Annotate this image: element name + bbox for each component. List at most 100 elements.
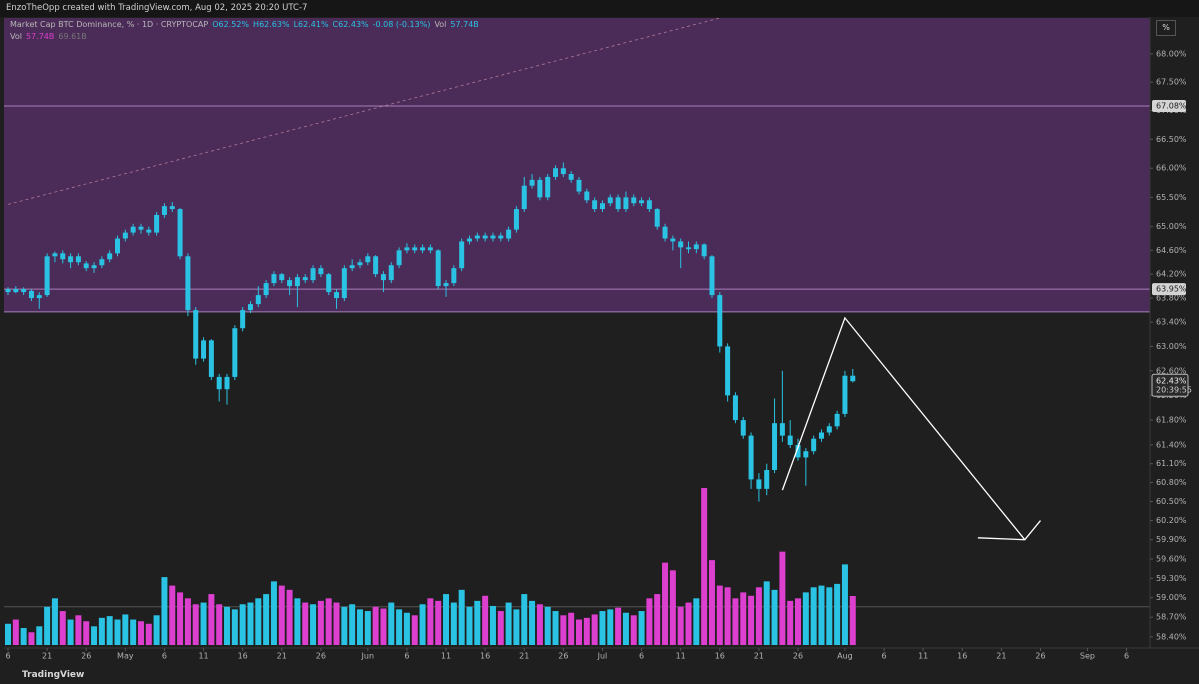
y-tick-label: 61.10%: [1156, 459, 1187, 468]
volume-bar: [59, 611, 66, 645]
candle-body: [529, 179, 535, 186]
legend-line: Market Cap BTC Dominance, % · 1D · CRYPT…: [10, 19, 483, 31]
x-tick-label: 26: [1035, 652, 1045, 661]
volume-bar: [67, 619, 74, 645]
candle-body: [592, 200, 598, 210]
candle-body: [247, 304, 253, 311]
y-tick-label: 63.40%: [1156, 318, 1187, 327]
y-tick-label: 60.50%: [1156, 497, 1187, 506]
volume-bar: [239, 604, 246, 645]
volume-bar: [638, 611, 645, 645]
x-tick-label: 26: [316, 652, 326, 661]
candle-body: [68, 256, 74, 263]
candle-body: [334, 292, 340, 299]
price-label-box: [1152, 100, 1186, 113]
volume-bar: [208, 594, 215, 645]
unit-button[interactable]: %: [1156, 20, 1176, 36]
volume-bar: [419, 604, 426, 645]
volume-bar: [302, 602, 309, 645]
x-tick-label: 11: [198, 652, 208, 661]
candle-body: [44, 256, 50, 296]
candle-body: [639, 200, 645, 204]
candle-body: [599, 203, 605, 210]
volume-bar: [669, 570, 676, 645]
candle-body: [842, 375, 848, 414]
candle-body: [201, 340, 207, 359]
volume-bar: [247, 602, 254, 645]
volume-bar: [787, 600, 794, 645]
volume-bar: [622, 612, 629, 645]
volume-bar: [755, 587, 762, 645]
legend-item: 57.74B: [25, 32, 55, 41]
candle-body: [388, 265, 394, 281]
y-tick-label: 59.30%: [1156, 574, 1187, 583]
volume-bar: [5, 623, 11, 645]
volume-bar: [137, 621, 144, 645]
candle-body: [772, 423, 778, 470]
volume-bar: [458, 589, 465, 645]
x-tick-label: 11: [441, 652, 451, 661]
x-tick-label: 21: [42, 652, 52, 661]
y-tick-label: 62.60%: [1156, 366, 1187, 375]
drawing: [781, 316, 1026, 541]
volume-bar: [310, 604, 317, 645]
candle-body: [482, 235, 488, 239]
volume-bar: [28, 632, 35, 645]
volume-bar: [114, 619, 121, 645]
volume-bar: [599, 611, 606, 645]
x-tick-label: 6: [639, 652, 644, 661]
x-tick-label: Jun: [361, 652, 375, 661]
x-tick-label: Sep: [1080, 652, 1095, 661]
candle-body: [826, 426, 832, 433]
candle-body: [412, 247, 418, 251]
volume-bar: [576, 619, 582, 645]
candle-body: [169, 206, 175, 210]
volume-bar: [169, 585, 176, 645]
candle-body: [756, 479, 762, 489]
volume-bar: [615, 607, 622, 645]
volume-bar: [630, 615, 637, 645]
candle-body: [474, 235, 480, 239]
volume-bar: [693, 598, 700, 645]
volume-bar: [83, 621, 90, 645]
candle-body: [138, 226, 144, 230]
volume-bar: [529, 600, 536, 645]
candle-body: [717, 295, 723, 347]
candle-body: [498, 235, 504, 239]
volume-bar: [513, 609, 520, 645]
volume-bar: [583, 617, 590, 645]
volume-bar: [427, 598, 434, 645]
candle-body: [818, 432, 824, 439]
volume-bar: [802, 592, 809, 645]
candle-body: [216, 376, 222, 390]
volume-bar: [724, 587, 731, 645]
candle-body: [107, 253, 113, 260]
volume-bar: [51, 598, 58, 645]
y-tick-label: 61.80%: [1156, 416, 1187, 425]
x-tick-label: 6: [5, 652, 10, 661]
x-tick-label: 21: [519, 652, 529, 661]
drawing: [7, 18, 720, 205]
candle-body: [146, 229, 152, 233]
volume-bar: [505, 602, 512, 645]
candle-body: [811, 438, 817, 452]
volume-bar: [286, 589, 293, 645]
x-tick-label: 6: [1124, 652, 1129, 661]
volume-bar: [607, 609, 614, 645]
volume-bar: [98, 617, 105, 645]
candle-body: [373, 256, 379, 275]
volume-bar: [396, 609, 403, 645]
volume-bar: [36, 626, 43, 645]
candle-body: [537, 179, 543, 198]
candle-body: [5, 289, 11, 293]
candle-body: [185, 256, 191, 311]
x-tick-label: May: [117, 652, 134, 661]
candle-body: [177, 209, 183, 257]
y-tick-label: 60.80%: [1156, 478, 1187, 487]
candle-body: [404, 247, 410, 251]
candle-body: [255, 295, 261, 305]
x-tick-label: 6: [162, 652, 167, 661]
volume-bar: [536, 604, 543, 645]
